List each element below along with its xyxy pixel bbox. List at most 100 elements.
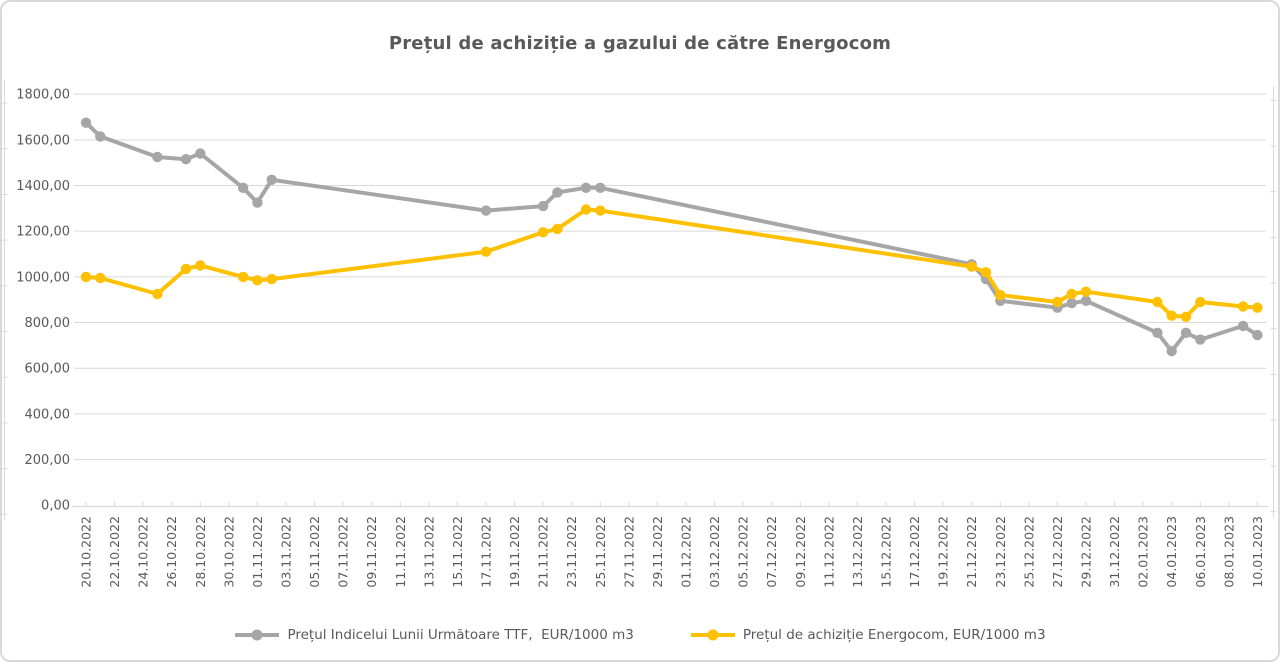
series-ttf-marker <box>1066 297 1077 309</box>
y-axis-label: 0,00 <box>41 499 70 514</box>
series-ttf-marker <box>80 117 92 128</box>
x-axis-label: 05.12.2022 <box>736 516 751 588</box>
x-axis-label: 25.12.2022 <box>1021 516 1036 588</box>
x-axis-labels: 20.10.2022 22.10.2022 24.10.2022 26.10.2022… <box>79 516 1265 588</box>
series-ttf-marker <box>1237 320 1249 332</box>
x-axis-label: 23.12.2022 <box>993 516 1008 588</box>
y-axis-label: 1800,00 <box>16 88 70 103</box>
series-energocom-marker <box>1180 311 1192 322</box>
series-energocom-marker <box>180 263 192 275</box>
legend-label-energocom: Prețul de achiziție Energocom, EUR/1000 … <box>742 627 1046 643</box>
series-energocom-marker <box>237 271 249 283</box>
x-axis-label: 28.10.2022 <box>193 516 208 588</box>
legend-marker-ttf-icon <box>235 629 280 641</box>
gridlines <box>74 93 1266 461</box>
series-ttf-marker <box>1166 345 1177 357</box>
series-energocom-marker <box>1080 286 1092 297</box>
series-ttf-marker <box>180 154 192 165</box>
series-ttf <box>80 117 1263 357</box>
y-axis-labels: 0,00 200,00 400,00 600,00 800,00 1000,00 1200,… <box>16 88 70 514</box>
series-energocom-marker <box>980 267 992 278</box>
series-ttf-marker <box>1195 334 1206 345</box>
series-ttf-marker <box>152 151 163 163</box>
x-axis-label: 10.01.2023 <box>1250 516 1265 588</box>
x-axis-label: 01.11.2022 <box>250 516 265 588</box>
x-axis-label: 13.11.2022 <box>421 516 436 588</box>
x-axis-label: 03.11.2022 <box>278 516 293 588</box>
legend-item-ttf[interactable]: Prețul Indicelui Lunii Următoare TTF, EU… <box>234 627 634 643</box>
x-axis-label: 11.12.2022 <box>821 516 836 588</box>
worksheet-edge-lines <box>2 80 1277 520</box>
x-axis-label: 05.11.2022 <box>307 516 322 588</box>
series-ttf-marker <box>537 200 549 212</box>
series-ttf-line <box>84 120 1260 354</box>
x-axis-label: 17.11.2022 <box>478 516 493 588</box>
x-axis-label: 03.12.2022 <box>707 516 722 588</box>
x-axis-label: 04.01.2023 <box>1164 516 1179 588</box>
series-energocom-marker <box>1237 301 1249 312</box>
series-energocom-marker <box>1252 302 1263 313</box>
x-axis-label: 29.11.2022 <box>650 516 665 588</box>
legend-marker-energocom-icon <box>690 629 735 641</box>
series-ttf-marker <box>237 182 249 193</box>
x-axis-label: 24.10.2022 <box>136 516 151 588</box>
x-axis-label: 01.12.2022 <box>678 516 693 588</box>
x-axis-label: 19.12.2022 <box>936 516 951 588</box>
x-axis-label: 21.12.2022 <box>964 516 979 588</box>
series-energocom-marker <box>1152 296 1163 308</box>
y-axis-label: 1000,00 <box>16 270 70 285</box>
x-axis-label: 19.11.2022 <box>507 516 522 588</box>
series-energocom <box>80 204 1263 322</box>
series-energocom-marker <box>152 288 163 300</box>
x-axis-label: 09.12.2022 <box>793 516 808 588</box>
series-ttf-marker <box>1180 327 1192 338</box>
series-energocom-marker <box>552 223 563 235</box>
x-axis-label: 09.11.2022 <box>364 516 379 588</box>
x-axis-label: 15.11.2022 <box>450 516 465 588</box>
y-axis-label: 800,00 <box>25 316 71 331</box>
x-axis-label: 27.12.2022 <box>1050 516 1065 588</box>
x-axis-label: 02.01.2023 <box>1136 516 1151 588</box>
legend: Prețul Indicelui Lunii Următoare TTF, EU… <box>2 627 1278 643</box>
series-ttf-marker <box>552 187 563 198</box>
series-energocom-marker <box>1052 296 1063 308</box>
x-axis <box>72 501 1268 508</box>
series-energocom-marker <box>1195 296 1206 308</box>
x-axis-label: 21.11.2022 <box>536 516 551 588</box>
x-axis-label: 13.12.2022 <box>850 516 865 588</box>
y-axis-label: 1200,00 <box>16 225 70 240</box>
y-axis-label: 600,00 <box>25 362 71 377</box>
y-axis-label: 200,00 <box>25 453 71 468</box>
series-energocom-marker <box>1166 310 1177 321</box>
y-axis-label: 1400,00 <box>16 179 70 194</box>
series-ttf-marker <box>195 148 206 159</box>
series-energocom-marker <box>1066 288 1077 300</box>
x-axis-label: 29.12.2022 <box>1078 516 1093 588</box>
legend-item-energocom[interactable]: Prețul de achiziție Energocom, EUR/1000 … <box>690 627 1046 643</box>
series-ttf-marker <box>580 182 592 193</box>
series-ttf-marker <box>480 205 492 216</box>
series-ttf-marker <box>1152 327 1163 338</box>
x-axis-label: 20.10.2022 <box>79 516 94 588</box>
x-axis-label: 27.11.2022 <box>621 516 636 588</box>
x-axis-label: 26.10.2022 <box>164 516 179 588</box>
x-axis-label: 23.11.2022 <box>564 516 579 588</box>
y-axis-label: 1600,00 <box>16 133 70 148</box>
x-axis-label: 31.12.2022 <box>1107 516 1122 588</box>
x-axis-label: 17.12.2022 <box>907 516 922 588</box>
series-ttf-marker <box>266 174 277 185</box>
x-axis-label: 11.11.2022 <box>393 516 408 588</box>
series-energocom-marker <box>966 261 977 272</box>
series-ttf-marker <box>95 131 106 142</box>
x-axis-label: 15.12.2022 <box>878 516 893 588</box>
series-energocom-marker <box>537 227 549 238</box>
series-energocom-marker <box>195 260 206 271</box>
x-axis-label: 25.11.2022 <box>593 516 608 588</box>
x-axis-label: 30.10.2022 <box>221 516 236 588</box>
x-axis-label: 07.12.2022 <box>764 516 779 588</box>
y-axis-label: 400,00 <box>25 407 71 422</box>
series-ttf-marker <box>595 182 606 193</box>
series-energocom-marker <box>995 289 1006 301</box>
